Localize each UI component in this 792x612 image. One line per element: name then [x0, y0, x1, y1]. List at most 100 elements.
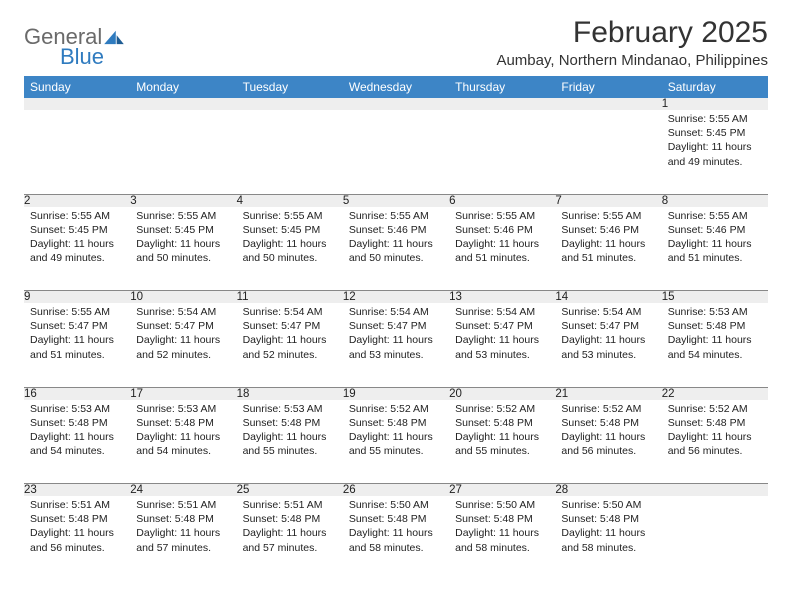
day-number-cell: 11: [237, 291, 343, 304]
weekday-header: Saturday: [662, 76, 768, 98]
day-number-cell: 27: [449, 484, 555, 497]
day-number-cell: 25: [237, 484, 343, 497]
day-number-cell: 13: [449, 291, 555, 304]
day-details: Sunrise: 5:51 AMSunset: 5:48 PMDaylight:…: [237, 496, 343, 559]
day-number-cell: [449, 98, 555, 110]
day-cell: [130, 110, 236, 194]
day-cell: Sunrise: 5:54 AMSunset: 5:47 PMDaylight:…: [130, 303, 236, 387]
day-number-cell: 22: [662, 387, 768, 400]
day-details: Sunrise: 5:55 AMSunset: 5:47 PMDaylight:…: [24, 303, 130, 366]
day-details: Sunrise: 5:54 AMSunset: 5:47 PMDaylight:…: [130, 303, 236, 366]
day-number-cell: [24, 98, 130, 110]
daynum-row: 1: [24, 98, 768, 110]
day-number-cell: 10: [130, 291, 236, 304]
day-cell: Sunrise: 5:53 AMSunset: 5:48 PMDaylight:…: [662, 303, 768, 387]
day-cell: Sunrise: 5:55 AMSunset: 5:45 PMDaylight:…: [237, 207, 343, 291]
week-row: Sunrise: 5:55 AMSunset: 5:45 PMDaylight:…: [24, 110, 768, 194]
day-details: Sunrise: 5:51 AMSunset: 5:48 PMDaylight:…: [24, 496, 130, 559]
day-details: Sunrise: 5:54 AMSunset: 5:47 PMDaylight:…: [343, 303, 449, 366]
week-row: Sunrise: 5:53 AMSunset: 5:48 PMDaylight:…: [24, 400, 768, 484]
day-cell: [449, 110, 555, 194]
day-number-cell: 1: [662, 98, 768, 110]
day-number-cell: 23: [24, 484, 130, 497]
calendar-page: GeneralBlue February 2025 Aumbay, Northe…: [0, 0, 792, 580]
day-number-cell: 15: [662, 291, 768, 304]
weekday-header: Tuesday: [237, 76, 343, 98]
calendar-body: 1Sunrise: 5:55 AMSunset: 5:45 PMDaylight…: [24, 98, 768, 580]
calendar-table: SundayMondayTuesdayWednesdayThursdayFrid…: [24, 76, 768, 580]
day-cell: Sunrise: 5:55 AMSunset: 5:46 PMDaylight:…: [343, 207, 449, 291]
day-number-cell: 8: [662, 194, 768, 207]
day-number-cell: [343, 98, 449, 110]
day-cell: Sunrise: 5:53 AMSunset: 5:48 PMDaylight:…: [237, 400, 343, 484]
day-details: Sunrise: 5:55 AMSunset: 5:46 PMDaylight:…: [449, 207, 555, 270]
day-number-cell: 5: [343, 194, 449, 207]
day-details: Sunrise: 5:50 AMSunset: 5:48 PMDaylight:…: [449, 496, 555, 559]
weekday-header: Sunday: [24, 76, 130, 98]
week-row: Sunrise: 5:51 AMSunset: 5:48 PMDaylight:…: [24, 496, 768, 580]
day-details: Sunrise: 5:52 AMSunset: 5:48 PMDaylight:…: [343, 400, 449, 463]
day-cell: Sunrise: 5:50 AMSunset: 5:48 PMDaylight:…: [343, 496, 449, 580]
day-details: Sunrise: 5:50 AMSunset: 5:48 PMDaylight:…: [555, 496, 661, 559]
day-number-cell: [662, 484, 768, 497]
day-cell: Sunrise: 5:50 AMSunset: 5:48 PMDaylight:…: [449, 496, 555, 580]
daynum-row: 232425262728: [24, 484, 768, 497]
day-cell: Sunrise: 5:55 AMSunset: 5:45 PMDaylight:…: [24, 207, 130, 291]
day-number-cell: 20: [449, 387, 555, 400]
week-row: Sunrise: 5:55 AMSunset: 5:45 PMDaylight:…: [24, 207, 768, 291]
day-number-cell: 28: [555, 484, 661, 497]
month-title: February 2025: [496, 16, 768, 50]
day-number-cell: 9: [24, 291, 130, 304]
calendar-head: SundayMondayTuesdayWednesdayThursdayFrid…: [24, 76, 768, 98]
day-cell: Sunrise: 5:54 AMSunset: 5:47 PMDaylight:…: [449, 303, 555, 387]
day-cell: Sunrise: 5:55 AMSunset: 5:46 PMDaylight:…: [662, 207, 768, 291]
day-details: Sunrise: 5:52 AMSunset: 5:48 PMDaylight:…: [662, 400, 768, 463]
daynum-row: 9101112131415: [24, 291, 768, 304]
daynum-row: 16171819202122: [24, 387, 768, 400]
day-number-cell: 4: [237, 194, 343, 207]
day-cell: Sunrise: 5:54 AMSunset: 5:47 PMDaylight:…: [237, 303, 343, 387]
day-details: Sunrise: 5:55 AMSunset: 5:45 PMDaylight:…: [662, 110, 768, 173]
day-number-cell: 26: [343, 484, 449, 497]
day-cell: [343, 110, 449, 194]
day-cell: Sunrise: 5:52 AMSunset: 5:48 PMDaylight:…: [662, 400, 768, 484]
day-details: Sunrise: 5:55 AMSunset: 5:45 PMDaylight:…: [237, 207, 343, 270]
day-number-cell: 19: [343, 387, 449, 400]
day-cell: [237, 110, 343, 194]
day-details: Sunrise: 5:55 AMSunset: 5:45 PMDaylight:…: [130, 207, 236, 270]
day-details: Sunrise: 5:53 AMSunset: 5:48 PMDaylight:…: [24, 400, 130, 463]
day-number-cell: [237, 98, 343, 110]
day-cell: Sunrise: 5:50 AMSunset: 5:48 PMDaylight:…: [555, 496, 661, 580]
day-details: Sunrise: 5:50 AMSunset: 5:48 PMDaylight:…: [343, 496, 449, 559]
day-number-cell: 7: [555, 194, 661, 207]
day-details: Sunrise: 5:54 AMSunset: 5:47 PMDaylight:…: [237, 303, 343, 366]
day-cell: Sunrise: 5:55 AMSunset: 5:46 PMDaylight:…: [449, 207, 555, 291]
logo-sail-icon: [103, 29, 125, 50]
location-text: Aumbay, Northern Mindanao, Philippines: [496, 52, 768, 69]
day-details: Sunrise: 5:55 AMSunset: 5:46 PMDaylight:…: [662, 207, 768, 270]
day-cell: Sunrise: 5:54 AMSunset: 5:47 PMDaylight:…: [343, 303, 449, 387]
day-details: Sunrise: 5:52 AMSunset: 5:48 PMDaylight:…: [555, 400, 661, 463]
day-cell: Sunrise: 5:55 AMSunset: 5:45 PMDaylight:…: [130, 207, 236, 291]
day-cell: [555, 110, 661, 194]
day-cell: Sunrise: 5:51 AMSunset: 5:48 PMDaylight:…: [130, 496, 236, 580]
day-cell: Sunrise: 5:51 AMSunset: 5:48 PMDaylight:…: [237, 496, 343, 580]
day-number-cell: 6: [449, 194, 555, 207]
day-number-cell: 21: [555, 387, 661, 400]
day-cell: Sunrise: 5:54 AMSunset: 5:47 PMDaylight:…: [555, 303, 661, 387]
weekday-header: Monday: [130, 76, 236, 98]
day-details: Sunrise: 5:55 AMSunset: 5:46 PMDaylight:…: [343, 207, 449, 270]
day-number-cell: 24: [130, 484, 236, 497]
day-details: Sunrise: 5:55 AMSunset: 5:45 PMDaylight:…: [24, 207, 130, 270]
header: GeneralBlue February 2025 Aumbay, Northe…: [24, 16, 768, 70]
daynum-row: 2345678: [24, 194, 768, 207]
day-number-cell: 12: [343, 291, 449, 304]
day-number-cell: 3: [130, 194, 236, 207]
day-cell: Sunrise: 5:53 AMSunset: 5:48 PMDaylight:…: [130, 400, 236, 484]
day-cell: Sunrise: 5:55 AMSunset: 5:47 PMDaylight:…: [24, 303, 130, 387]
day-number-cell: 16: [24, 387, 130, 400]
day-cell: Sunrise: 5:53 AMSunset: 5:48 PMDaylight:…: [24, 400, 130, 484]
day-number-cell: [130, 98, 236, 110]
day-number-cell: 18: [237, 387, 343, 400]
day-cell: [662, 496, 768, 580]
